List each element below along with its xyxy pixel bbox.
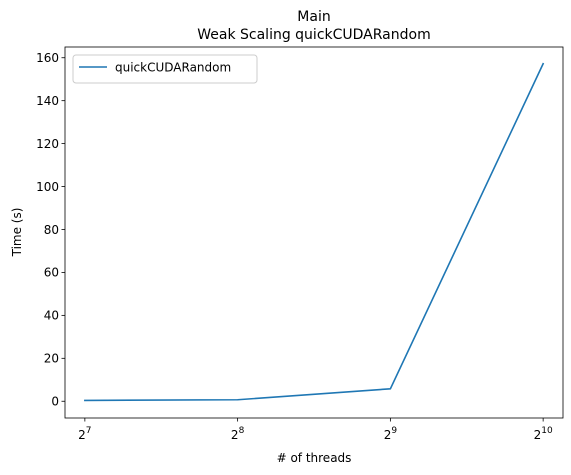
plot-frame	[64, 46, 564, 419]
y-tick-label: 120	[36, 137, 59, 151]
y-tick-label: 100	[36, 180, 59, 194]
y-tick-label: 20	[44, 352, 59, 366]
x-tick-label: 27	[78, 426, 91, 442]
x-tick-label-base: 2	[78, 428, 86, 442]
y-axis-ticks: 0 20 40 60 80 100 120 140 160	[36, 51, 65, 409]
chart-subtitle: Weak Scaling quickCUDARandom	[197, 27, 430, 43]
x-tick-label: 28	[231, 426, 245, 442]
chart-title: Main	[297, 9, 330, 25]
x-tick-label: 29	[384, 426, 398, 442]
y-tick-label: 60	[44, 266, 59, 280]
legend-box	[72, 54, 258, 84]
x-tick-label-exponent: 8	[239, 426, 245, 436]
x-tick-label-base: 2	[534, 428, 542, 442]
y-tick-label: 140	[36, 94, 59, 108]
x-tick-label-exponent: 10	[541, 426, 553, 436]
x-axis-ticks: 27 28 29 210	[78, 418, 553, 442]
x-tick-label-base: 2	[384, 428, 392, 442]
x-tick-label: 210	[534, 426, 553, 442]
y-tick-label: 0	[51, 395, 59, 409]
series-layer	[84, 62, 545, 402]
series-line-quickCUDARandom	[84, 62, 545, 402]
x-axis-label: # of threads	[277, 451, 352, 465]
legend-label: quickCUDARandom	[115, 60, 231, 74]
legend: quickCUDARandom	[72, 54, 258, 84]
x-tick-label-base: 2	[231, 428, 239, 442]
y-tick-label: 160	[36, 51, 59, 65]
x-tick-label-exponent: 9	[391, 426, 397, 436]
y-tick-label: 80	[44, 223, 59, 237]
x-tick-label-exponent: 7	[86, 426, 92, 436]
y-axis-label: Time (s)	[10, 208, 24, 258]
y-tick-label: 40	[44, 309, 59, 323]
